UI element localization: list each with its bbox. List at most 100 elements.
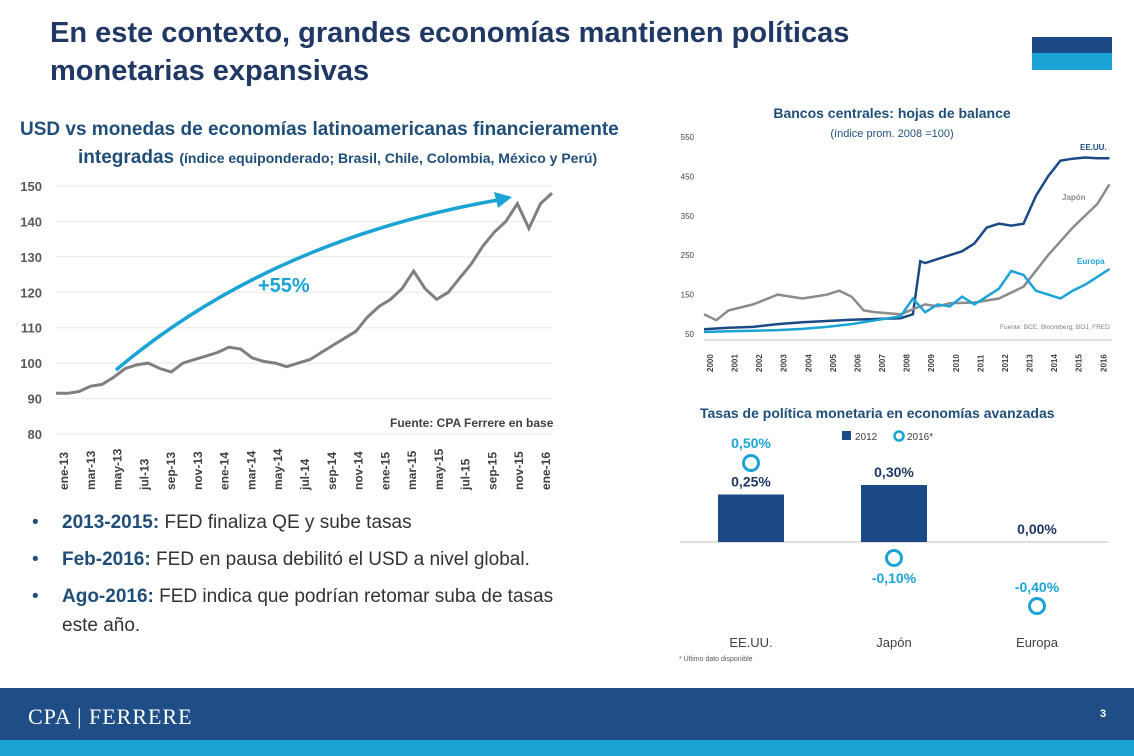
chart2-title: Bancos centrales: hojas de balance bbox=[773, 105, 1011, 121]
chart1-x-tick: mar-15 bbox=[405, 450, 419, 490]
chart3-title: Tasas de política monetaria en economías… bbox=[700, 405, 1055, 421]
chart3-bar bbox=[718, 494, 784, 542]
bullet-dot: • bbox=[32, 586, 39, 607]
chart2-x-tick: 2001 bbox=[731, 354, 740, 372]
chart3-category-label: Europa bbox=[1016, 635, 1059, 650]
chart2-x-tick: 2006 bbox=[853, 354, 862, 372]
chart3-legend-marker bbox=[893, 430, 905, 442]
bullet-text: FED en pausa debilitó el USD a nivel glo… bbox=[150, 549, 530, 570]
chart1-annotation: +55% bbox=[258, 275, 310, 297]
chart1-x-tick: sep-14 bbox=[325, 452, 339, 490]
chart1-y-tick: 90 bbox=[28, 392, 42, 407]
chart1-title-block: USD vs monedas de economías latinoameric… bbox=[20, 116, 640, 172]
title-decoration-dark bbox=[1032, 37, 1112, 53]
chart2-x-tick: 2016 bbox=[1099, 354, 1108, 372]
footer-bar bbox=[0, 688, 1134, 740]
chart1-x-tick: nov-13 bbox=[191, 451, 205, 490]
chart1-x-tick: jul-13 bbox=[137, 458, 151, 491]
chart2-series-line bbox=[703, 267, 1111, 334]
chart1-subtitle: (índice equiponderado; Brasil, Chile, Co… bbox=[179, 150, 598, 166]
chart2-y-tick: 150 bbox=[681, 291, 695, 300]
chart2-x-tick: 2003 bbox=[780, 354, 789, 372]
chart2-y-tick: 550 bbox=[681, 133, 695, 142]
title-decoration-light bbox=[1032, 53, 1112, 70]
chart1-x-tick: ene-14 bbox=[218, 452, 232, 490]
chart1-x-tick: jul-14 bbox=[298, 458, 312, 491]
bullet-item: • Feb-2016: FED en pausa debilitó el USD … bbox=[32, 545, 592, 574]
chart2-y-tick: 50 bbox=[685, 330, 694, 339]
chart2-series-label: Japón bbox=[1062, 193, 1086, 202]
chart1-series-line bbox=[56, 191, 554, 395]
bullet-item: • 2013-2015: FED finaliza QE y sube tasas bbox=[32, 508, 592, 537]
bullet-date: Ago-2016: bbox=[62, 586, 154, 607]
chart3-point bbox=[1028, 597, 1046, 615]
chart2-x-tick: 2005 bbox=[829, 354, 838, 372]
chart2-y-ticks: 50 150 250 350 450 550 bbox=[681, 133, 695, 339]
chart3-bar-label: 0,25% bbox=[731, 474, 771, 490]
chart1-x-tick: ene-16 bbox=[539, 452, 553, 490]
chart2-source: Fuente: BCE, Bloomberg, BOJ, FRED bbox=[1000, 324, 1110, 331]
chart3-point bbox=[885, 549, 903, 567]
chart2-series-label: Europa bbox=[1077, 257, 1105, 266]
bullet-dot: • bbox=[32, 512, 39, 533]
chart2-subtitle: (índice prom. 2008 =100) bbox=[830, 128, 953, 140]
chart1-y-tick: 130 bbox=[20, 250, 42, 265]
chart3-categories: EE.UU. Japón Europa bbox=[729, 635, 1058, 650]
chart2-y-tick: 450 bbox=[681, 172, 695, 181]
chart2-x-tick: 2012 bbox=[1001, 354, 1010, 372]
chart1-title-cont: integradas bbox=[78, 147, 175, 168]
bullet-dot: • bbox=[32, 549, 39, 570]
bullet-list: • 2013-2015: FED finaliza QE y sube tasas… bbox=[32, 508, 592, 648]
chart3-category-label: EE.UU. bbox=[729, 635, 772, 650]
chart1-x-tick: nov-15 bbox=[512, 451, 526, 490]
chart2-series-line bbox=[703, 183, 1111, 322]
chart1-x-tick: may-15 bbox=[432, 448, 446, 490]
chart1-y-tick: 140 bbox=[20, 214, 42, 229]
chart1-y-ticks: 80 90 100 110 120 130 140 150 bbox=[20, 179, 42, 442]
chart1-y-tick: 150 bbox=[20, 179, 42, 194]
chart2-y-tick: 350 bbox=[681, 212, 695, 221]
chart1-y-tick: 120 bbox=[20, 285, 42, 300]
chart3-point-label: -0,40% bbox=[1015, 579, 1060, 595]
chart2-x-tick: 2011 bbox=[976, 354, 985, 372]
chart1-x-tick: jul-15 bbox=[459, 458, 473, 491]
chart3-point-label: 0,50% bbox=[731, 435, 771, 451]
chart2-x-tick: 2010 bbox=[952, 354, 961, 372]
chart2-y-tick: 250 bbox=[681, 251, 695, 260]
chart2-x-ticks: 2000 2001 2002 2003 2004 2005 2006 2007 2008 2009… bbox=[706, 354, 1108, 372]
bullet-item: • Ago-2016: FED indica que podrían retoma… bbox=[32, 582, 592, 640]
chart3-point-label: -0,10% bbox=[872, 570, 917, 586]
chart2-series bbox=[703, 156, 1111, 334]
chart3-point bbox=[742, 454, 760, 472]
chart3-points: 0,50% -0,10% -0,40% bbox=[731, 435, 1060, 615]
chart3-legend-label: 2012 bbox=[855, 432, 878, 443]
chart3-category-label: Japón bbox=[876, 635, 911, 650]
chart2-series-labels: EE.UU. Japón Europa bbox=[1062, 143, 1107, 266]
company-logo: CPA | FERRERE bbox=[28, 704, 193, 729]
footer-strip bbox=[0, 740, 1134, 756]
bullet-date: Feb-2016: bbox=[62, 549, 151, 570]
chart3-bar bbox=[861, 485, 927, 542]
chart1-y-tick: 100 bbox=[20, 356, 42, 371]
chart3-footnote: * Último dato disponible bbox=[679, 654, 753, 663]
bullet-text: FED indica que podrían retomar suba de t… bbox=[62, 586, 554, 636]
chart1-growth-arrow bbox=[114, 198, 499, 372]
chart1-x-tick: may-14 bbox=[271, 448, 285, 490]
chart2-x-tick: 2013 bbox=[1026, 354, 1035, 372]
chart3-bar-label: 0,30% bbox=[874, 464, 914, 480]
chart2-x-tick: 2015 bbox=[1075, 354, 1084, 372]
chart3-legend-label: 2016* bbox=[907, 432, 933, 443]
chart2-x-tick: 2007 bbox=[878, 354, 887, 372]
chart1-y-tick: 110 bbox=[21, 321, 42, 336]
chart1-x-tick: sep-13 bbox=[164, 452, 178, 490]
chart1-x-tick: mar-14 bbox=[244, 450, 258, 490]
chart1-source: Fuente: CPA Ferrere en base bbox=[390, 416, 554, 430]
chart3-legend-swatch bbox=[842, 431, 851, 440]
chart2-x-tick: 2000 bbox=[706, 354, 715, 372]
chart1-x-tick: ene-15 bbox=[378, 452, 392, 490]
chart1-x-tick: nov-14 bbox=[352, 451, 366, 490]
chart2-series-label: EE.UU. bbox=[1080, 143, 1107, 152]
chart3-legend: 2012 2016* bbox=[842, 430, 933, 443]
